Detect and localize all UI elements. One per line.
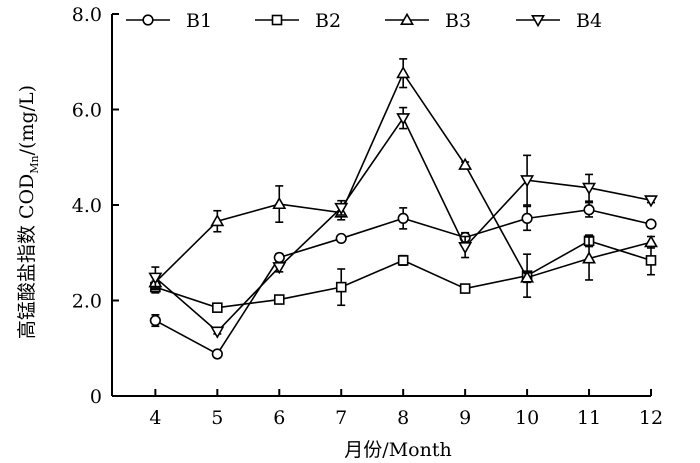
- legend-label: B4: [576, 10, 602, 32]
- data-point-b4: [334, 202, 349, 216]
- data-point-b4: [148, 272, 163, 285]
- series-line-b3: [154, 71, 652, 283]
- series-b4: [148, 106, 658, 339]
- data-point-b2: [335, 281, 347, 293]
- data-point-b2: [645, 255, 657, 266]
- data-point-b4: [458, 242, 473, 255]
- data-point-b4: [396, 113, 411, 126]
- data-point-b1: [211, 348, 223, 360]
- x-tick-label: 6: [273, 407, 285, 429]
- data-point-b3: [644, 235, 658, 248]
- data-point-b4: [582, 182, 597, 196]
- x-tick-label: 11: [577, 407, 601, 429]
- data-point-b3: [272, 196, 287, 210]
- series-b1: [149, 201, 657, 360]
- data-point-b1: [645, 218, 657, 230]
- y-tick-label: 2.0: [72, 291, 102, 313]
- y-axis-title-unit: /(mg/L): [16, 85, 38, 155]
- legend-marker: [271, 14, 283, 26]
- x-tick-label: 12: [639, 407, 663, 429]
- y-axis-title: 高锰酸盐指数 CODMn/(mg/L): [16, 85, 41, 339]
- data-point-b2: [459, 283, 471, 294]
- data-point-b3: [396, 65, 411, 79]
- x-tick-label: 5: [211, 407, 223, 429]
- data-point-b3: [210, 214, 225, 227]
- data-point-b2: [273, 294, 285, 305]
- data-point-b1: [149, 314, 161, 327]
- data-point-b4: [520, 175, 535, 188]
- series-b3: [148, 58, 658, 291]
- x-tick-label: 7: [335, 407, 347, 429]
- data-point-b1: [397, 212, 409, 224]
- data-point-b1: [335, 232, 347, 245]
- series-b2: [150, 234, 657, 313]
- data-point-b1: [273, 251, 285, 264]
- series-line-b2: [155, 239, 652, 309]
- series-line-b1: [154, 208, 652, 356]
- y-axis-title-main: 高锰酸盐指数 COD: [16, 174, 38, 339]
- y-tick-label: 6.0: [72, 100, 102, 122]
- legend-item-b2: B2: [255, 10, 341, 32]
- legend-marker: [531, 15, 545, 28]
- data-point-b4: [210, 326, 225, 339]
- legend: B1 B2 B3 B4: [126, 10, 602, 32]
- series-layer: [148, 58, 658, 360]
- legend-marker: [142, 14, 154, 26]
- legend-label: B1: [186, 10, 212, 32]
- data-point-b3: [520, 270, 535, 283]
- legend-marker: [400, 12, 414, 26]
- x-axis-title: 月份/Month: [344, 439, 451, 461]
- y-tick-label: 0: [90, 386, 102, 408]
- legend-item-b1: B1: [126, 10, 212, 32]
- data-point-b1: [521, 212, 533, 224]
- data-point-b1: [583, 204, 595, 216]
- data-point-b2: [397, 255, 409, 266]
- data-point-b2: [212, 302, 223, 313]
- axes: 0 2.0 4.0 6.0 8.0 4 5 6 7 8 9 10 11 12: [72, 4, 663, 429]
- y-tick-label: 4.0: [72, 195, 102, 217]
- data-point-b4: [272, 262, 287, 275]
- legend-label: B3: [445, 10, 471, 32]
- y-tick-label: 8.0: [72, 4, 102, 26]
- legend-item-b4: B4: [516, 10, 602, 32]
- x-tick-label: 10: [515, 407, 539, 429]
- data-point-b3: [458, 157, 473, 170]
- legend-item-b3: B3: [385, 10, 471, 32]
- y-axis-title-subscript: Mn: [28, 155, 41, 173]
- data-point-b3: [582, 251, 597, 264]
- x-tick-label: 9: [459, 407, 471, 429]
- x-tick-label: 4: [149, 407, 161, 429]
- x-tick-label: 8: [397, 407, 409, 429]
- data-point-b4: [644, 195, 658, 208]
- legend-label: B2: [315, 10, 341, 32]
